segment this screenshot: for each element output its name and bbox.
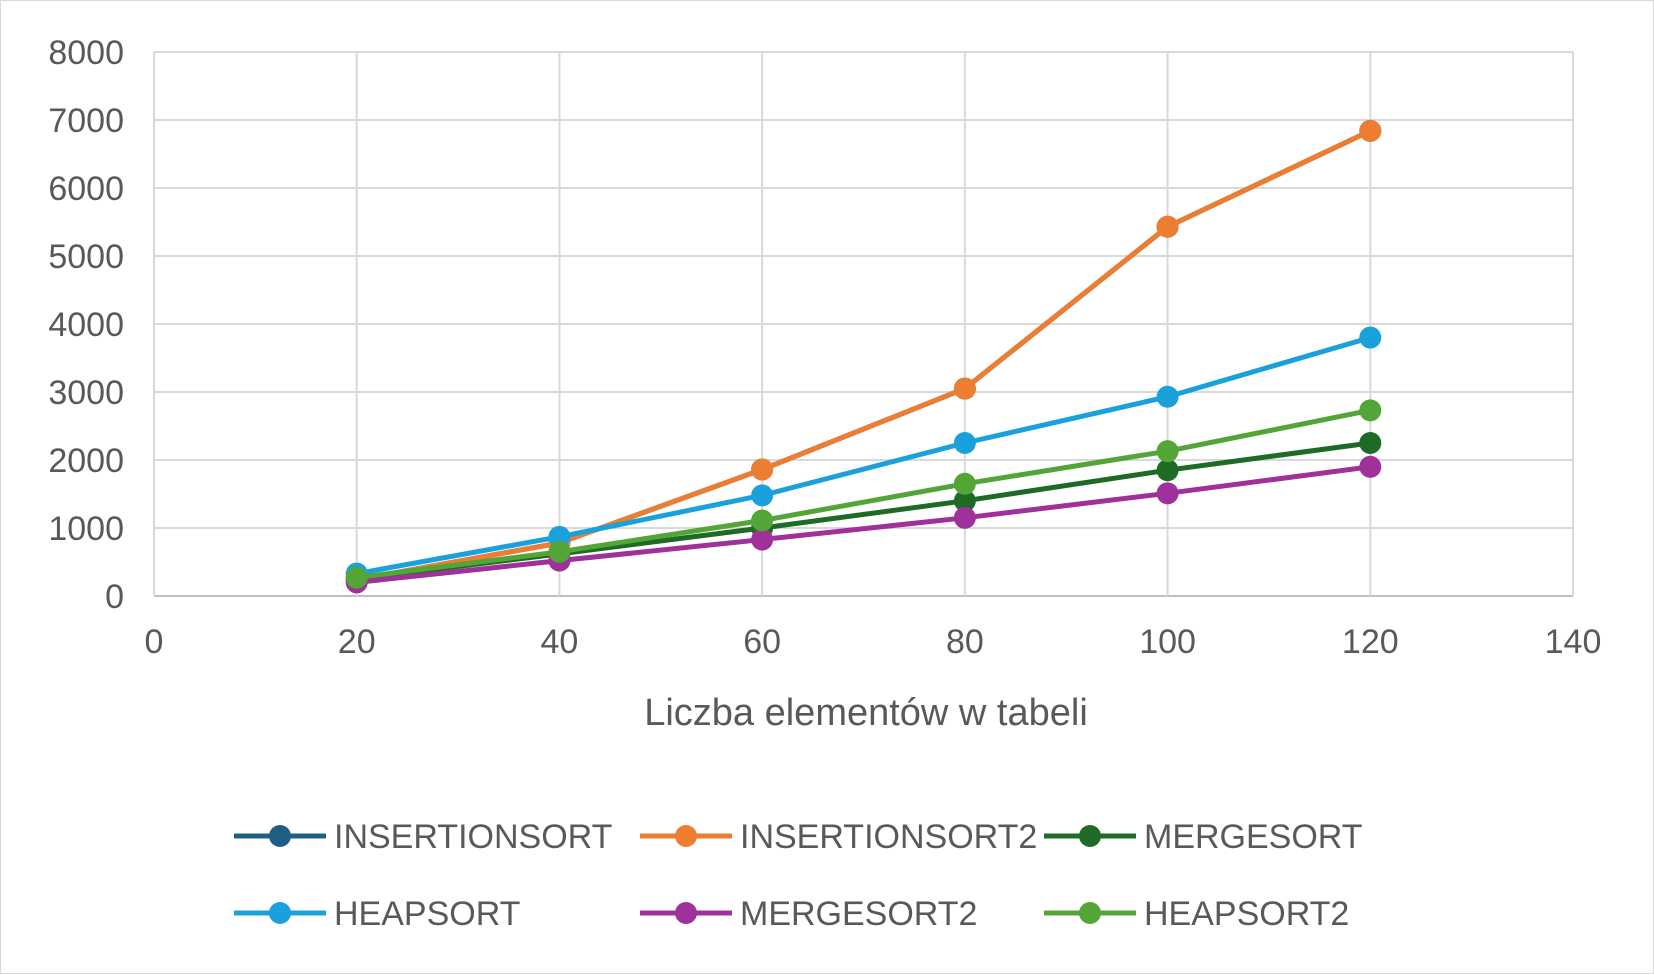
legend-swatch-marker xyxy=(1079,825,1101,847)
data-point xyxy=(1156,440,1179,463)
y-tick-label: 7000 xyxy=(48,102,124,140)
data-point xyxy=(953,506,976,529)
series-heapsort xyxy=(345,326,1382,585)
series-mergesort2 xyxy=(345,455,1382,594)
x-axis-ticks: 0 20 40 60 80 100 120 140 xyxy=(145,623,1602,661)
x-tick-label: 0 xyxy=(145,623,164,661)
x-tick-label: 60 xyxy=(743,623,781,661)
series-line xyxy=(356,464,1371,585)
legend-label: MERGESORT xyxy=(1144,818,1363,856)
series-insertionsort2 xyxy=(345,119,1382,591)
x-tick-label: 80 xyxy=(946,623,984,661)
series-insertionsort xyxy=(345,119,1382,591)
data-point xyxy=(1359,432,1382,454)
legend-label: INSERTIONSORT xyxy=(334,818,612,856)
data-point xyxy=(953,489,976,512)
legend: INSERTIONSORT INSERTIONSORT2 MERGESORT HEAP… xyxy=(234,818,1363,933)
legend-label: HEAPSORT2 xyxy=(1144,895,1349,933)
data-point xyxy=(345,566,368,589)
series-lines xyxy=(345,119,1382,594)
data-point xyxy=(1359,399,1382,422)
data-point xyxy=(1156,459,1179,482)
y-axis-ticks: 0 1000 2000 3000 4000 5000 6000 7000 8000 xyxy=(48,34,124,616)
legend-swatch-marker xyxy=(269,825,291,847)
legend-label: MERGESORT2 xyxy=(740,895,977,933)
data-point xyxy=(1156,385,1179,408)
data-point xyxy=(1359,455,1382,478)
legend-item: INSERTIONSORT xyxy=(234,818,612,856)
data-point xyxy=(953,432,976,454)
series-heapsort2 xyxy=(345,399,1382,589)
y-tick-label: 8000 xyxy=(48,34,124,72)
legend-item: INSERTIONSORT2 xyxy=(640,818,1037,856)
legend-item: HEAPSORT xyxy=(234,895,520,933)
legend-swatch-marker xyxy=(1079,902,1101,924)
legend-item: MERGESORT xyxy=(1044,818,1363,856)
data-point xyxy=(751,484,774,507)
legend-swatch-marker xyxy=(269,902,291,924)
x-tick-label: 120 xyxy=(1342,623,1399,661)
series-line xyxy=(356,407,1371,581)
legend-item: HEAPSORT2 xyxy=(1044,895,1349,933)
data-point xyxy=(1359,119,1382,142)
x-tick-label: 20 xyxy=(338,623,376,661)
y-tick-label: 1000 xyxy=(48,510,124,548)
legend-label: INSERTIONSORT2 xyxy=(740,818,1037,856)
y-tick-label: 0 xyxy=(105,578,124,616)
data-point xyxy=(548,540,571,563)
data-point xyxy=(953,377,976,400)
data-point xyxy=(751,528,774,551)
y-tick-label: 3000 xyxy=(48,374,124,412)
legend-swatch-marker xyxy=(675,825,697,847)
y-tick-label: 6000 xyxy=(48,170,124,208)
data-point xyxy=(751,458,774,481)
data-point xyxy=(1156,215,1179,238)
x-tick-label: 140 xyxy=(1545,623,1602,661)
y-tick-label: 2000 xyxy=(48,442,124,480)
series-line xyxy=(356,128,1372,583)
legend-label: HEAPSORT xyxy=(334,895,520,933)
legend-item: MERGESORT2 xyxy=(640,895,977,933)
data-point xyxy=(751,509,774,532)
y-tick-label: 4000 xyxy=(48,306,124,344)
x-axis-title: Liczba elementów w tabeli xyxy=(644,692,1088,734)
y-tick-label: 5000 xyxy=(48,238,124,276)
data-point xyxy=(1359,326,1382,349)
x-tick-label: 100 xyxy=(1139,623,1196,661)
x-tick-label: 40 xyxy=(541,623,579,661)
legend-swatch-marker xyxy=(675,902,697,924)
data-point xyxy=(953,472,976,495)
data-point xyxy=(1156,482,1179,505)
series-line xyxy=(356,335,1371,577)
